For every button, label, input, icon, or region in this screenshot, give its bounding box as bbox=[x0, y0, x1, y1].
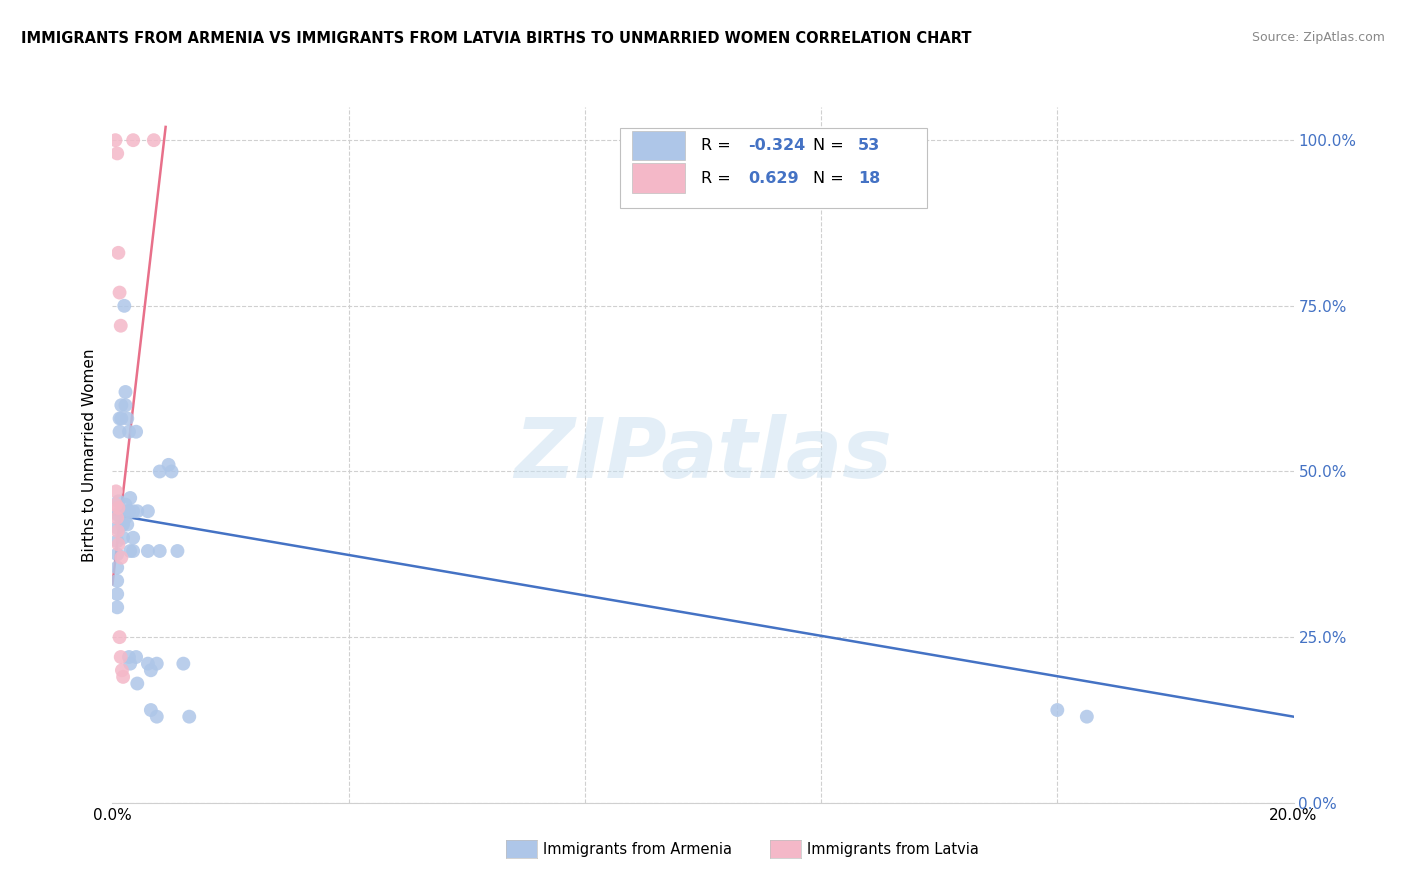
Point bbox=[136, 657, 159, 671]
Point bbox=[122, 133, 145, 147]
Point bbox=[1076, 709, 1098, 723]
Point bbox=[107, 508, 129, 522]
Point bbox=[110, 411, 132, 425]
Point bbox=[122, 544, 145, 558]
Point bbox=[146, 709, 169, 723]
Point bbox=[172, 657, 194, 671]
Point bbox=[118, 504, 141, 518]
Point bbox=[105, 146, 128, 161]
Point bbox=[107, 537, 129, 551]
Point bbox=[111, 663, 134, 677]
Point bbox=[127, 676, 149, 690]
Point bbox=[112, 531, 135, 545]
Text: -0.324: -0.324 bbox=[748, 137, 806, 153]
Point bbox=[105, 560, 128, 574]
Point bbox=[112, 517, 135, 532]
Point bbox=[122, 531, 145, 545]
Text: Source: ZipAtlas.com: Source: ZipAtlas.com bbox=[1251, 31, 1385, 45]
Text: 0.629: 0.629 bbox=[748, 170, 799, 186]
Point bbox=[118, 425, 141, 439]
Point bbox=[149, 544, 172, 558]
Point bbox=[127, 504, 149, 518]
Text: ZIPatlas: ZIPatlas bbox=[515, 415, 891, 495]
FancyBboxPatch shape bbox=[633, 163, 685, 193]
Point bbox=[105, 547, 128, 561]
Point bbox=[139, 703, 162, 717]
Point bbox=[117, 504, 138, 518]
Point bbox=[107, 245, 129, 260]
Point bbox=[110, 398, 132, 412]
Point bbox=[1046, 703, 1069, 717]
Point bbox=[105, 511, 128, 525]
Point bbox=[114, 384, 136, 399]
Text: IMMIGRANTS FROM ARMENIA VS IMMIGRANTS FROM LATVIA BIRTHS TO UNMARRIED WOMEN CORR: IMMIGRANTS FROM ARMENIA VS IMMIGRANTS FR… bbox=[21, 31, 972, 46]
Text: R =: R = bbox=[700, 137, 735, 153]
Point bbox=[110, 318, 132, 333]
Point bbox=[125, 650, 148, 665]
Point bbox=[125, 425, 148, 439]
Point bbox=[120, 491, 142, 505]
Point bbox=[114, 398, 136, 412]
Point bbox=[108, 425, 131, 439]
Text: Immigrants from Latvia: Immigrants from Latvia bbox=[807, 842, 979, 856]
Point bbox=[122, 504, 145, 518]
Point bbox=[120, 544, 142, 558]
Point bbox=[166, 544, 188, 558]
Point bbox=[105, 508, 128, 522]
Point bbox=[105, 498, 128, 512]
Y-axis label: Births to Unmarried Women: Births to Unmarried Women bbox=[82, 348, 97, 562]
Text: 53: 53 bbox=[858, 137, 880, 153]
Point bbox=[105, 534, 128, 549]
Point bbox=[118, 650, 141, 665]
Point bbox=[114, 511, 136, 525]
Point bbox=[104, 133, 127, 147]
Text: 18: 18 bbox=[858, 170, 880, 186]
Point bbox=[112, 670, 135, 684]
Point bbox=[117, 517, 138, 532]
Point bbox=[136, 544, 159, 558]
Text: N =: N = bbox=[813, 170, 849, 186]
Point bbox=[136, 504, 159, 518]
Point bbox=[108, 285, 131, 300]
Point bbox=[108, 411, 131, 425]
Point bbox=[107, 494, 129, 508]
Point bbox=[110, 550, 132, 565]
Point bbox=[107, 500, 129, 515]
Point bbox=[149, 465, 172, 479]
Point bbox=[110, 650, 132, 665]
Point bbox=[114, 498, 136, 512]
Point bbox=[117, 411, 138, 425]
Point bbox=[179, 709, 201, 723]
Point bbox=[157, 458, 180, 472]
Point bbox=[105, 600, 128, 615]
Point bbox=[160, 465, 183, 479]
Point bbox=[112, 299, 135, 313]
Text: Immigrants from Armenia: Immigrants from Armenia bbox=[543, 842, 731, 856]
Point bbox=[139, 663, 162, 677]
Point bbox=[146, 657, 169, 671]
Point bbox=[142, 133, 165, 147]
Point bbox=[108, 630, 131, 644]
Point bbox=[105, 587, 128, 601]
FancyBboxPatch shape bbox=[633, 131, 685, 160]
Point bbox=[107, 524, 129, 538]
Text: N =: N = bbox=[813, 137, 849, 153]
Point bbox=[105, 574, 128, 588]
Point bbox=[120, 657, 142, 671]
Point bbox=[105, 521, 128, 535]
Point bbox=[111, 504, 134, 518]
Text: R =: R = bbox=[700, 170, 735, 186]
FancyBboxPatch shape bbox=[620, 128, 928, 208]
Point bbox=[105, 484, 128, 499]
Point bbox=[111, 517, 134, 532]
